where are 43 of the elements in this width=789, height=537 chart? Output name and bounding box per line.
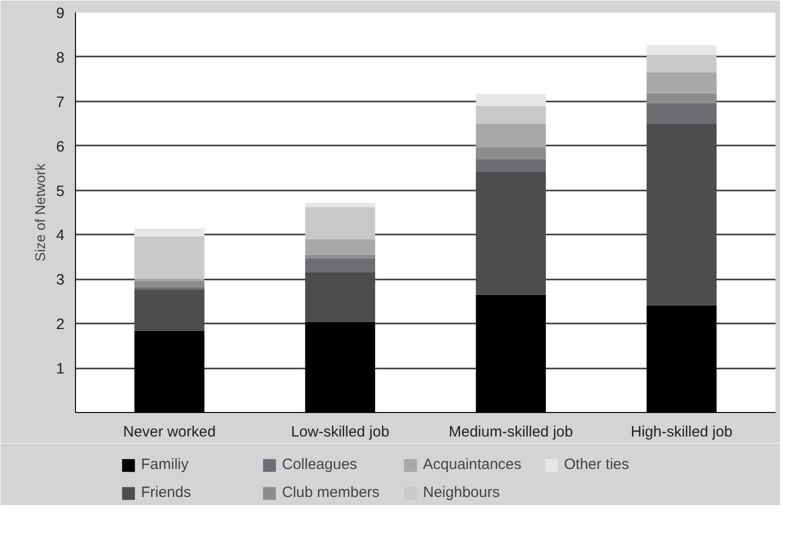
bar: [305, 202, 376, 208]
bar: [305, 239, 376, 255]
bar: [476, 94, 546, 106]
x-tick-label: High-skilled job: [630, 424, 732, 440]
legend-label: Club members: [282, 484, 381, 501]
y-tick-label: 2: [56, 316, 64, 334]
bar: [476, 106, 546, 124]
x-tick-label: Low-skilled job: [290, 424, 390, 440]
bar: [134, 289, 204, 331]
bar: [134, 228, 204, 236]
bar: [305, 272, 376, 322]
legend-label: Neighbours: [423, 484, 501, 501]
bar: [305, 258, 376, 272]
legend-label: Acquaintances: [423, 456, 522, 473]
legend-label: Other ties: [564, 456, 630, 473]
y-tick-label: 5: [56, 182, 64, 200]
bar: [646, 44, 717, 55]
y-tick-label: 1: [56, 360, 64, 378]
bar: [476, 172, 546, 295]
y-tick-label: 4: [56, 227, 64, 244]
bar: [476, 147, 546, 160]
y-tick-label: 9: [56, 5, 64, 22]
legend-label: Friends: [141, 484, 192, 501]
bar: [305, 254, 376, 258]
y-axis-title: Size of Network: [32, 162, 48, 262]
bar: [646, 93, 717, 104]
legend-label: Familiy: [141, 456, 190, 473]
x-tick-label: Medium-skilled job: [448, 424, 573, 440]
x-tick-label: Never worked: [123, 424, 216, 440]
bar: [476, 124, 546, 148]
y-tick-label: 6: [56, 138, 64, 156]
y-tick-label: 3: [56, 272, 64, 289]
bar: [134, 280, 204, 288]
bar: [646, 124, 717, 306]
y-tick-label: 8: [56, 49, 64, 66]
bar: [305, 207, 376, 240]
legend-label: Colleagues: [282, 456, 358, 473]
bar: [646, 103, 717, 124]
bar: [646, 72, 717, 94]
y-tick-label: 7: [56, 94, 64, 111]
bar: [476, 159, 546, 172]
bar: [646, 54, 717, 72]
bar: [134, 236, 204, 280]
